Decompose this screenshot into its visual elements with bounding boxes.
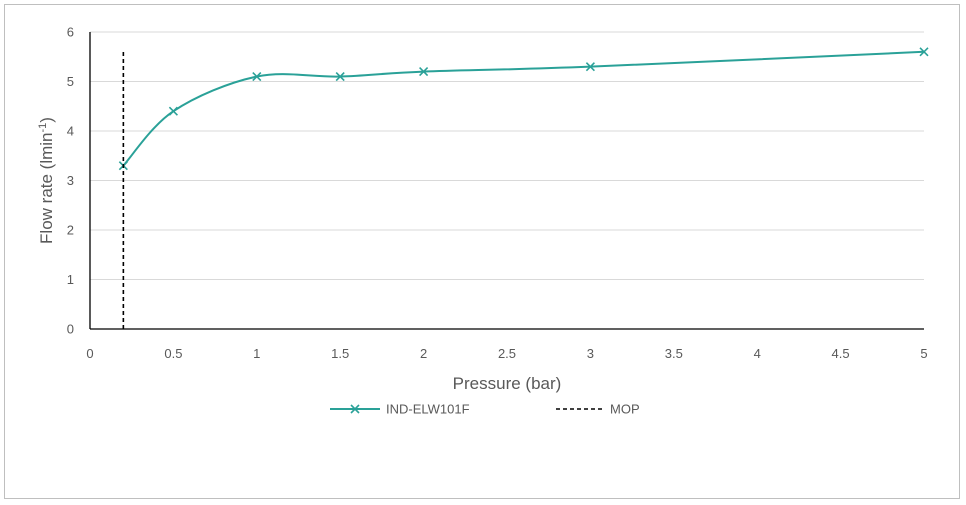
- y-axis-title-main: Flow rate (lmin: [37, 132, 56, 243]
- y-tick-label: 4: [67, 124, 74, 139]
- x-tick-label: 5: [920, 346, 927, 361]
- y-tick-label: 2: [67, 223, 74, 238]
- x-tick-label: 1.5: [331, 346, 349, 361]
- x-tick-label: 3: [587, 346, 594, 361]
- y-tick-label: 0: [67, 322, 74, 337]
- legend-item-ind-elw101f: IND-ELW101F: [330, 402, 470, 417]
- tick-labels: 0 1 2 3 4 5 6 0 0.5 1 1.5 2 2.5 3 3.5 4 4.5 5: [67, 25, 928, 362]
- legend: IND-ELW101F MOP: [330, 402, 640, 417]
- x-tick-label: 3.5: [665, 346, 683, 361]
- legend-item-mop: MOP: [556, 402, 640, 417]
- y-tick-label: 3: [67, 173, 74, 188]
- y-axis-title-end: ): [37, 117, 56, 123]
- x-tick-label: 4: [754, 346, 761, 361]
- legend-label: IND-ELW101F: [386, 402, 470, 417]
- data-point-marker: [335, 71, 345, 82]
- data-point-marker: [919, 47, 929, 57]
- x-tick-label: 2.5: [498, 346, 516, 361]
- data-point-marker: [350, 404, 360, 414]
- x-axis-title: Pressure (bar): [453, 374, 562, 393]
- axes: [89, 32, 924, 330]
- y-tick-label: 5: [67, 74, 74, 89]
- chart-frame: 0 1 2 3 4 5 6 0 0.5 1 1.5 2 2.5 3 3.5 4 4.5 5 Pressure (b…: [4, 4, 960, 499]
- x-tick-label: 4.5: [832, 346, 850, 361]
- x-tick-label: 1: [253, 346, 260, 361]
- legend-label: MOP: [610, 402, 640, 417]
- line-chart: 0 1 2 3 4 5 6 0 0.5 1 1.5 2 2.5 3 3.5 4 4.5 5 Pressure (b…: [37, 25, 929, 417]
- y-axis-title: Flow rate (lmin-1): [37, 117, 56, 244]
- y-axis-title-superscript: -1: [37, 123, 49, 133]
- data-point-marker: [419, 67, 429, 77]
- data-point-marker: [252, 71, 262, 82]
- y-tick-label: 6: [67, 25, 74, 40]
- series: [118, 47, 929, 329]
- y-tick-label: 1: [67, 272, 74, 287]
- series-line-ind-elw101f: [122, 50, 925, 167]
- gridlines: [90, 31, 924, 280]
- x-tick-label: 0.5: [164, 346, 182, 361]
- x-tick-label: 0: [86, 346, 93, 361]
- data-point-marker: [168, 106, 178, 116]
- data-point-marker: [585, 62, 595, 72]
- x-tick-label: 2: [420, 346, 427, 361]
